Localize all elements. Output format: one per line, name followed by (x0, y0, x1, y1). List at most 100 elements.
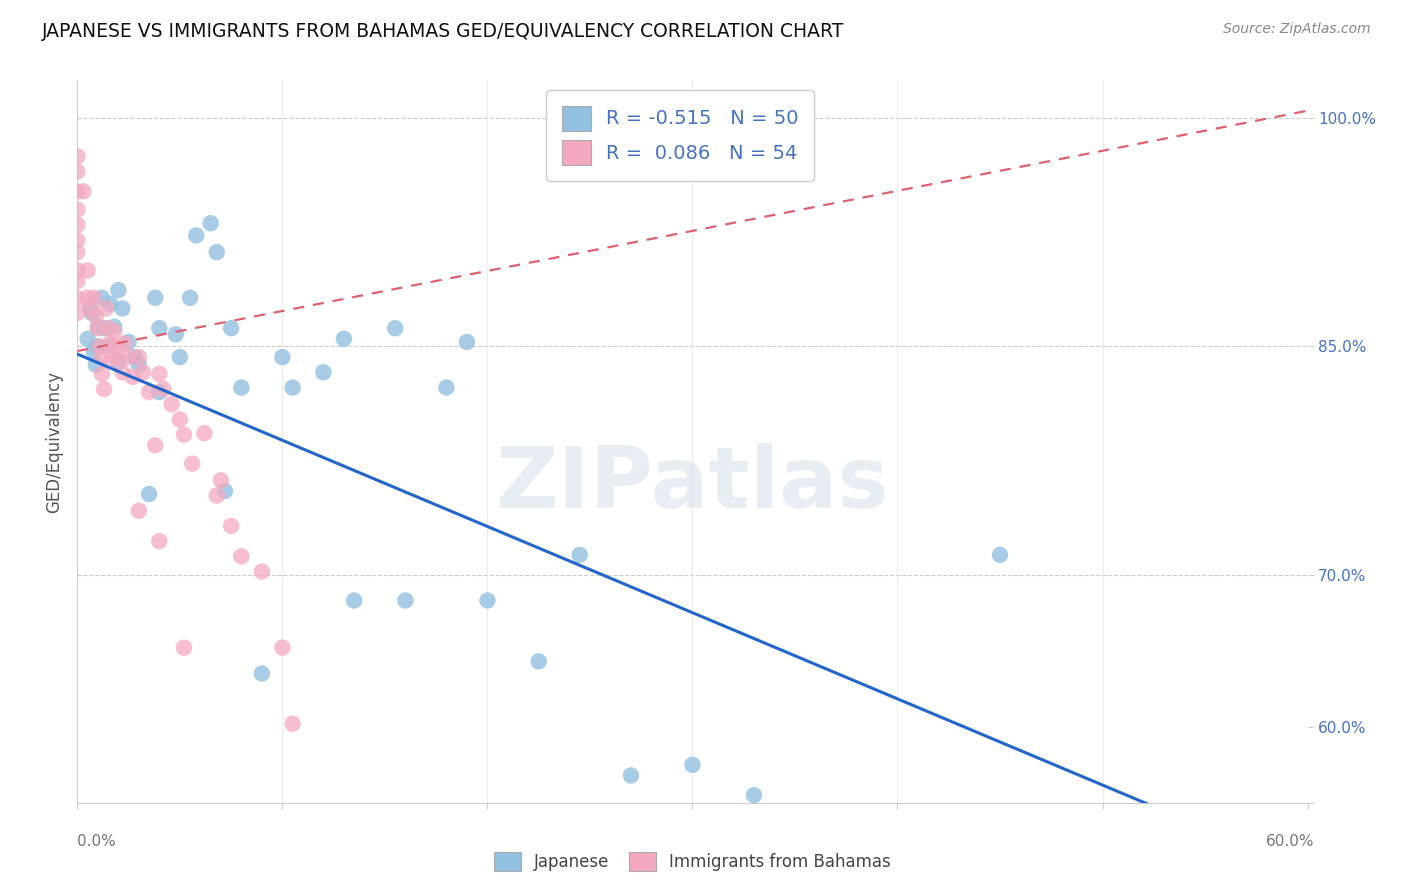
Point (76, 291, 98, 305)
Legend: Japanese, Immigrants from Bahamas: Japanese, Immigrants from Bahamas (488, 845, 897, 878)
Point (169, 412, 191, 426)
Point (132, 365, 155, 379)
Text: 60.0%: 60.0% (1267, 834, 1315, 849)
Point (80, 306, 103, 320)
Point (66, 184, 89, 198)
Point (219, 519, 242, 533)
Point (271, 640, 294, 655)
Point (111, 365, 134, 379)
Text: 0.0%: 0.0% (77, 834, 117, 849)
Point (205, 489, 228, 503)
Point (121, 370, 143, 384)
Point (384, 321, 406, 335)
Point (271, 350, 294, 364)
Point (219, 321, 242, 335)
Point (186, 228, 208, 243)
Point (143, 438, 166, 452)
Point (160, 397, 183, 411)
Point (152, 382, 174, 396)
Point (66, 164, 89, 178)
Text: ZIPatlas: ZIPatlas (495, 443, 890, 526)
Point (281, 380, 304, 394)
Point (83, 291, 105, 305)
Point (179, 291, 201, 305)
Point (343, 593, 366, 607)
Point (436, 380, 458, 394)
Point (111, 301, 134, 316)
Point (84, 309, 107, 323)
Point (148, 321, 170, 335)
Point (93, 321, 115, 335)
Point (128, 350, 150, 364)
Point (87, 339, 110, 353)
Point (1225, 861, 1247, 875)
Text: Source: ZipAtlas.com: Source: ZipAtlas.com (1223, 22, 1371, 37)
Point (66, 291, 89, 305)
Point (124, 350, 146, 364)
Point (107, 283, 129, 297)
Point (117, 350, 139, 364)
Point (97, 321, 120, 335)
Point (209, 473, 232, 487)
Point (205, 245, 228, 260)
Point (988, 548, 1011, 562)
Point (117, 334, 139, 349)
Point (143, 291, 166, 305)
Point (148, 385, 170, 400)
Point (200, 216, 222, 230)
Point (90, 350, 114, 364)
Point (103, 324, 125, 338)
Point (138, 385, 160, 400)
Point (101, 351, 124, 366)
Point (66, 306, 89, 320)
Point (79, 301, 101, 316)
Point (456, 334, 478, 349)
Point (128, 358, 150, 372)
Point (66, 149, 89, 163)
Point (90, 291, 114, 305)
Point (138, 487, 160, 501)
Point (620, 768, 643, 782)
Point (79, 301, 101, 316)
Point (312, 365, 335, 379)
Point (72, 184, 94, 198)
Point (128, 504, 150, 518)
Point (66, 202, 89, 217)
Point (250, 565, 273, 579)
Point (76, 263, 98, 277)
Point (173, 640, 195, 655)
Point (281, 716, 304, 731)
Point (1091, 876, 1114, 890)
Point (107, 354, 129, 368)
Point (181, 457, 204, 471)
Point (169, 350, 191, 364)
Point (66, 263, 89, 277)
Point (84, 358, 107, 372)
Point (477, 593, 499, 607)
Point (165, 327, 187, 342)
Point (97, 339, 120, 353)
Point (231, 549, 253, 564)
Point (87, 321, 110, 335)
Point (107, 351, 129, 366)
Point (66, 245, 89, 260)
Point (250, 666, 273, 681)
Point (98, 336, 121, 351)
Point (83, 344, 105, 359)
Point (193, 426, 215, 441)
Point (568, 548, 591, 562)
Point (173, 427, 195, 442)
Point (66, 218, 89, 232)
Point (231, 380, 253, 394)
Point (66, 233, 89, 247)
Point (90, 367, 114, 381)
Point (742, 788, 765, 802)
Point (394, 593, 416, 607)
Point (76, 332, 98, 346)
Point (89, 339, 111, 353)
Point (105, 339, 128, 353)
Point (114, 336, 136, 351)
Point (66, 274, 89, 288)
Point (333, 332, 356, 346)
Point (148, 367, 170, 381)
